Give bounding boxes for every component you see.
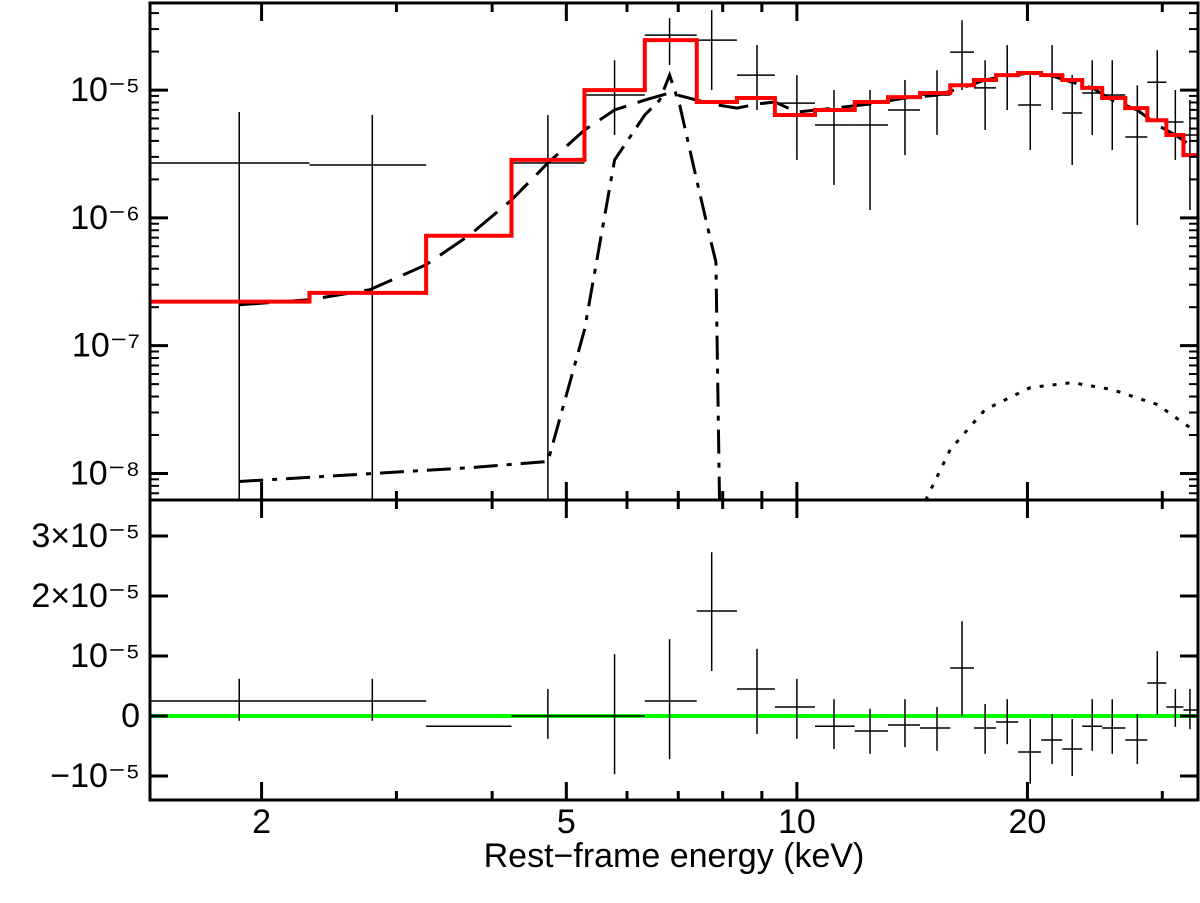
y-tick-label: −10⁻⁵: [50, 757, 140, 795]
y-tick-label: 10⁻⁶: [70, 199, 140, 237]
model-component: [239, 71, 1191, 307]
x-tick-label: 10: [778, 803, 816, 841]
y-tick-label: 0: [121, 697, 140, 735]
plot-area: [150, 552, 1198, 784]
y-tick-label: 10⁻⁷: [72, 327, 140, 365]
y-tick-label: 10⁻⁸: [70, 454, 140, 492]
model-component: [924, 381, 1191, 500]
model-component: [239, 70, 722, 500]
plot-area: [150, 10, 1198, 500]
x-tick-label: 2: [252, 803, 271, 841]
axes-frame: [148, 1, 1200, 502]
axes-frame: [148, 498, 1200, 802]
x-tick-label: 5: [557, 803, 576, 841]
x-tick-label: 20: [1009, 803, 1047, 841]
y-tick-label: 10⁻⁵: [70, 71, 140, 109]
y-tick-label: 2×10⁻⁵: [31, 577, 140, 615]
x-axis-label: Rest−frame energy (keV): [484, 837, 865, 875]
y-tick-label: 3×10⁻⁵: [31, 517, 140, 555]
y-tick-label: 10⁻⁵: [70, 637, 140, 675]
